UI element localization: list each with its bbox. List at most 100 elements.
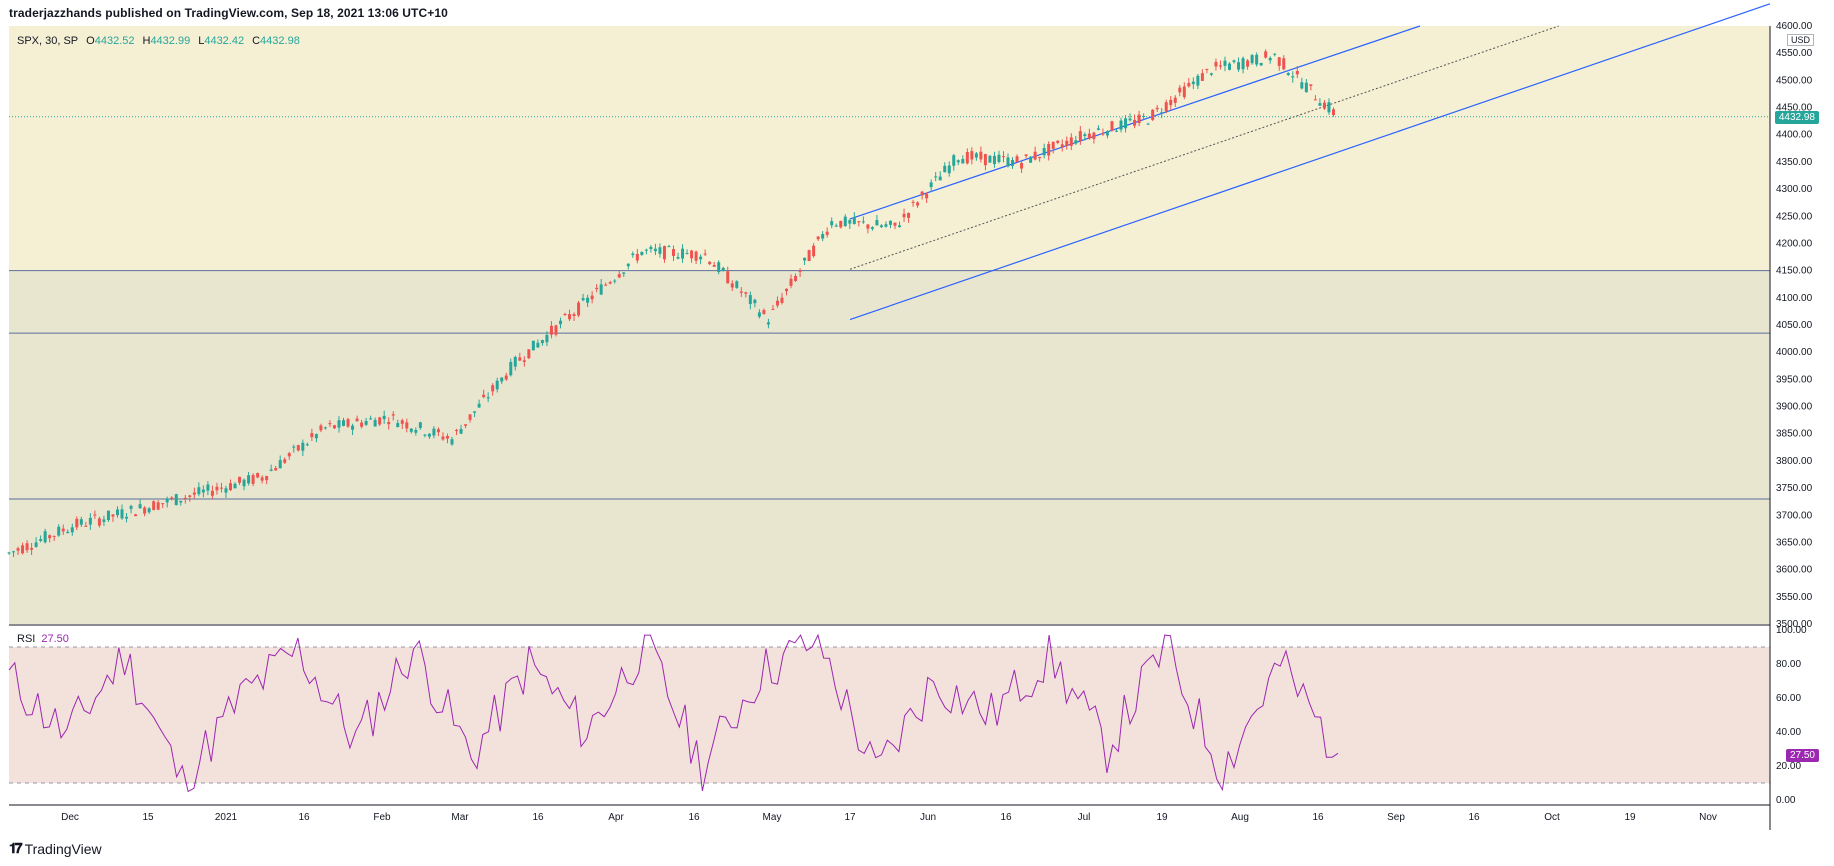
price-candle: [305, 444, 309, 446]
upper-zone: [9, 26, 1770, 271]
footer-brand[interactable]: 𝟏𝟕 TradingView: [9, 840, 102, 857]
price-candle: [925, 193, 929, 199]
price-candle: [549, 325, 553, 335]
time-tick-label: Dec: [61, 812, 79, 823]
price-candle: [735, 281, 739, 288]
currency-label[interactable]: USD: [1786, 34, 1814, 46]
price-candle: [323, 427, 327, 429]
price-candle: [884, 224, 888, 227]
open-label: O: [86, 35, 95, 47]
symbol-label[interactable]: SPX, 30, SP: [17, 35, 79, 47]
high-value: 4432.99: [150, 35, 191, 47]
price-candle: [965, 152, 969, 164]
price-candle: [902, 213, 906, 218]
rsi-tick-label: 20.00: [1776, 761, 1801, 772]
price-candle: [332, 425, 336, 429]
price-candle: [1241, 58, 1245, 70]
time-tick-label: Apr: [608, 812, 624, 823]
price-candle: [1295, 71, 1299, 75]
price-candle: [1164, 102, 1168, 112]
price-candle: [152, 501, 156, 511]
price-candle: [852, 217, 856, 224]
price-tick-label: 3850.00: [1776, 429, 1813, 440]
price-candle: [129, 505, 133, 509]
price-candle: [952, 155, 956, 166]
price-tick-label: 3700.00: [1776, 510, 1813, 521]
price-candle: [464, 424, 468, 426]
price-candle: [558, 320, 562, 325]
time-tick-label: 16: [688, 812, 700, 823]
price-candle: [21, 545, 25, 554]
price-candle: [75, 518, 79, 528]
price-candle: [888, 220, 892, 225]
price-candle: [215, 486, 219, 491]
price-candle: [590, 295, 594, 300]
price-tick-label: 4300.00: [1776, 184, 1813, 195]
price-candle: [238, 476, 242, 483]
price-candle: [165, 498, 169, 503]
price-candle: [1228, 63, 1232, 70]
price-candle: [1218, 65, 1222, 67]
price-candle: [1232, 60, 1236, 62]
price-candle: [61, 528, 65, 532]
price-candle: [911, 201, 915, 203]
price-candle: [120, 509, 124, 519]
price-candle: [360, 422, 364, 427]
price-candle: [274, 468, 278, 471]
price-candle: [88, 517, 92, 525]
price-candle: [84, 525, 88, 527]
price-candle: [662, 246, 666, 260]
price-candle: [1327, 102, 1331, 113]
price-candle: [681, 248, 685, 259]
price-candle: [658, 247, 662, 254]
price-candle: [509, 361, 513, 376]
price-candle: [685, 253, 689, 255]
price-candle: [992, 155, 996, 165]
price-candle: [703, 253, 707, 255]
price-candle: [1291, 76, 1295, 78]
price-candle: [161, 503, 165, 505]
lower-zone: [9, 270, 1770, 624]
time-tick-label: Nov: [1699, 812, 1717, 823]
price-candle: [1173, 97, 1177, 103]
price-candle: [364, 421, 368, 425]
price-candle: [626, 263, 630, 267]
price-candle: [224, 488, 228, 493]
price-candle: [314, 434, 318, 439]
price-candle: [455, 429, 459, 432]
price-candle: [373, 419, 377, 427]
price-candle: [721, 267, 725, 271]
price-candle: [106, 510, 110, 520]
price-candle: [48, 535, 52, 539]
price-candle: [947, 165, 951, 174]
price-tick-label: 4500.00: [1776, 75, 1813, 86]
price-candle: [495, 380, 499, 390]
price-candle: [527, 349, 531, 359]
price-candle: [672, 249, 675, 256]
price-candle: [536, 342, 540, 348]
price-candle: [256, 473, 260, 478]
price-candle: [812, 245, 816, 257]
price-tick-label: 3950.00: [1776, 374, 1813, 385]
time-tick-label: 16: [532, 812, 544, 823]
time-tick-label: 17: [844, 812, 856, 823]
price-candle: [405, 422, 409, 429]
price-candle: [554, 325, 558, 335]
time-tick-label: 16: [298, 812, 310, 823]
price-candle: [1128, 118, 1132, 121]
price-candle: [34, 542, 38, 547]
price-candle: [739, 291, 743, 293]
price-tick-label: 3900.00: [1776, 402, 1813, 413]
price-candle: [477, 403, 481, 408]
time-tick-label: Aug: [1231, 812, 1249, 823]
price-candle: [1101, 133, 1105, 135]
price-candle: [1065, 140, 1069, 147]
price-candle: [563, 313, 567, 315]
price-candle: [568, 314, 572, 320]
price-candle: [156, 502, 160, 510]
rsi-label[interactable]: RSI: [17, 633, 36, 645]
price-candle: [794, 275, 798, 281]
price-candle: [1169, 99, 1173, 106]
price-candle: [857, 221, 861, 223]
